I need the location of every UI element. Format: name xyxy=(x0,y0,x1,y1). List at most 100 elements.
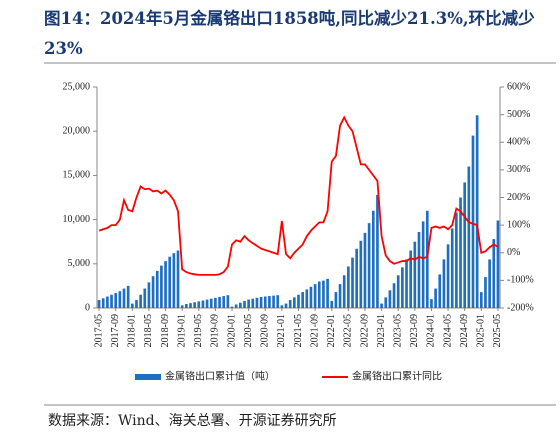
line xyxy=(98,115,499,276)
bar xyxy=(284,303,288,308)
bar xyxy=(342,275,346,308)
bar xyxy=(214,297,217,308)
bar xyxy=(425,210,429,308)
bar xyxy=(355,248,358,308)
bar xyxy=(259,296,263,308)
bar xyxy=(409,250,413,308)
bar xyxy=(388,290,392,308)
bar xyxy=(222,296,226,308)
bar xyxy=(126,285,130,308)
bar xyxy=(184,304,188,308)
bar xyxy=(405,259,408,308)
x-tick-label: 2024-01 xyxy=(426,314,437,347)
x-tick-label: 2021-05 xyxy=(293,314,304,347)
x-tick-label: 2017-09 xyxy=(110,314,121,347)
bar xyxy=(230,306,234,308)
bar xyxy=(147,282,151,308)
bar xyxy=(114,292,118,308)
bar xyxy=(155,270,159,308)
bar xyxy=(180,305,184,308)
source-note: 数据来源：Wind、海关总署、开源证券研究所 xyxy=(48,413,337,429)
y-tick-label: 10,000 xyxy=(63,214,91,225)
bar xyxy=(205,299,209,308)
bar xyxy=(226,295,230,308)
bar xyxy=(384,297,388,308)
bar xyxy=(305,289,309,308)
y2-tick-label: 400% xyxy=(507,137,530,148)
bar xyxy=(172,253,176,308)
bar xyxy=(193,302,196,308)
bar xyxy=(455,212,458,308)
bar xyxy=(442,259,446,308)
bar xyxy=(330,300,334,308)
y-tick-label: 25,000 xyxy=(63,81,91,92)
bar xyxy=(276,295,280,308)
x-tick-label: 2021-09 xyxy=(309,314,320,347)
x-tick-label: 2022-09 xyxy=(359,314,370,347)
bar xyxy=(467,166,471,308)
bar xyxy=(401,267,404,308)
bar xyxy=(430,299,433,308)
x-tick-label: 2025-05 xyxy=(492,314,503,347)
x-tick-label: 2024-09 xyxy=(459,314,470,347)
x-tick-label: 2022-01 xyxy=(326,314,337,347)
bar xyxy=(272,295,275,308)
bar xyxy=(371,210,375,308)
bar xyxy=(280,305,284,308)
bar xyxy=(130,303,134,308)
bar xyxy=(239,302,242,308)
bar xyxy=(463,182,467,308)
bar xyxy=(122,288,126,308)
y2-tick-label: 600% xyxy=(507,81,530,92)
bar xyxy=(492,239,496,308)
bar xyxy=(301,292,304,308)
bar xyxy=(450,228,454,308)
bar xyxy=(139,294,142,308)
x-tick-label: 2021-01 xyxy=(276,314,287,347)
y2-tick-label: 500% xyxy=(507,109,530,120)
bar xyxy=(479,292,483,308)
bar xyxy=(446,244,450,308)
y-tick-label: 15,000 xyxy=(63,170,91,181)
bar xyxy=(176,250,180,308)
bar xyxy=(417,231,421,308)
bar xyxy=(380,303,383,308)
chart-title: 图14：2024年5月金属铬出口1858吨,同比减少21.3%,环比减少23% xyxy=(44,9,535,58)
y2-tick-label: -100% xyxy=(507,275,534,286)
bar xyxy=(101,298,105,308)
x-tick-label: 2023-01 xyxy=(376,314,387,347)
x-tick-label: 2023-09 xyxy=(409,314,420,347)
bar xyxy=(313,284,317,308)
bar xyxy=(106,296,109,308)
x-tick-label: 2020-05 xyxy=(243,314,254,347)
bar xyxy=(363,232,367,308)
bar xyxy=(496,220,500,308)
bar xyxy=(234,304,238,308)
bar xyxy=(118,291,122,308)
bar xyxy=(160,265,163,308)
bar xyxy=(110,294,113,308)
bar xyxy=(263,296,267,308)
bar xyxy=(359,240,363,308)
bar xyxy=(471,135,475,308)
y2-tick-label: 100% xyxy=(507,219,530,230)
bar xyxy=(168,256,172,308)
y-tick-label: 0 xyxy=(85,302,90,313)
bar xyxy=(392,283,396,308)
bar xyxy=(326,278,329,308)
bar xyxy=(97,300,101,308)
x-tick-label: 2019-09 xyxy=(210,314,221,347)
y-tick-label: 5,000 xyxy=(68,258,91,269)
bar xyxy=(189,303,192,308)
bar xyxy=(197,301,201,308)
x-tick-label: 2019-01 xyxy=(176,314,187,347)
y-tick-label: 20,000 xyxy=(63,125,91,136)
legend-label: 金属铬出口累计值（吨） xyxy=(165,369,275,382)
bar xyxy=(243,300,246,308)
x-tick-label: 2020-09 xyxy=(260,314,271,347)
bar xyxy=(251,298,255,308)
bar xyxy=(396,275,400,308)
bar xyxy=(438,274,442,308)
x-tick-label: 2024-05 xyxy=(442,314,453,347)
